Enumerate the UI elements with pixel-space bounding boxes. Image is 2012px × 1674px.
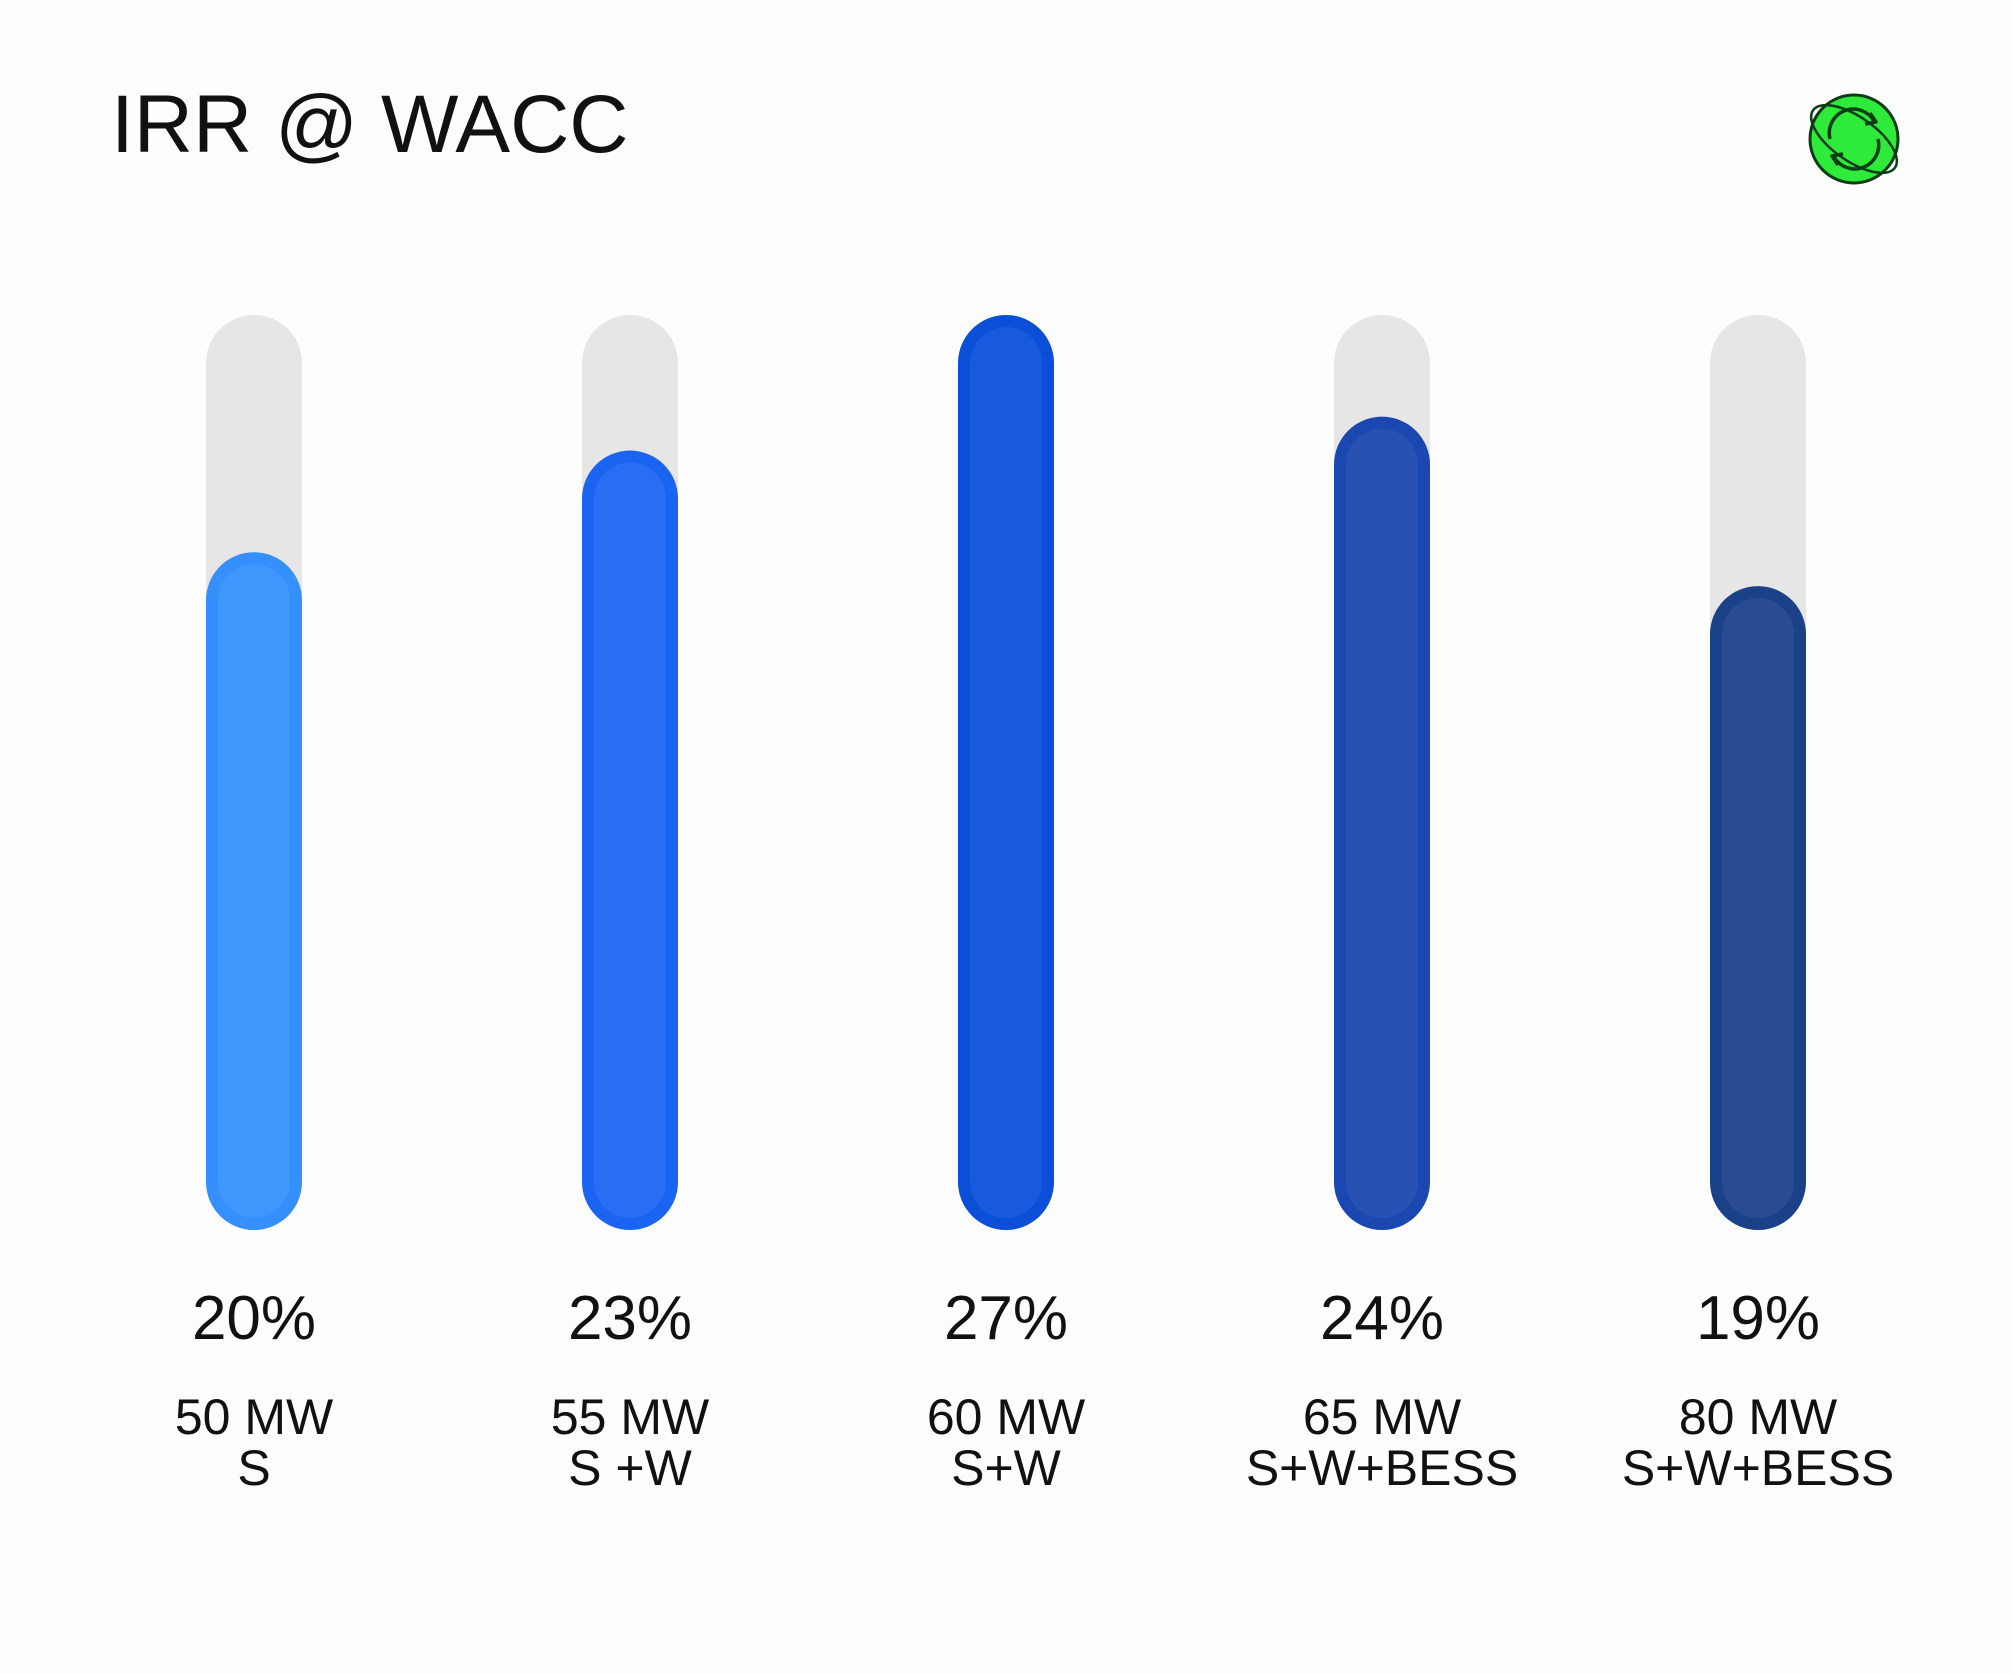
category-capacity-label: 65 MW bbox=[1302, 1389, 1462, 1445]
value-label: 24% bbox=[1319, 1284, 1445, 1353]
category-label-group: 23% 55 MW S +W bbox=[450, 1288, 810, 1494]
bar bbox=[582, 450, 678, 1230]
category-config-label: S+W+BESS bbox=[1245, 1440, 1519, 1496]
category-label-group: 20% 50 MW S bbox=[74, 1288, 434, 1494]
category-capacity-label: 50 MW bbox=[174, 1389, 334, 1445]
category-config-label: S+W+BESS bbox=[1621, 1440, 1895, 1496]
bar-highlight bbox=[1722, 598, 1794, 1218]
category-label-group: 27% 60 MW S+W bbox=[826, 1288, 1186, 1494]
bar-highlight bbox=[970, 327, 1042, 1218]
category-capacity-label: 80 MW bbox=[1678, 1389, 1838, 1445]
bar bbox=[958, 315, 1054, 1230]
category-config-label: S+W bbox=[951, 1440, 1061, 1496]
bar-highlight bbox=[1346, 428, 1418, 1219]
bar bbox=[1334, 416, 1430, 1231]
category-label-group: 19% 80 MW S+W+BESS bbox=[1578, 1288, 1938, 1494]
category-capacity-label: 60 MW bbox=[926, 1389, 1086, 1445]
globe-sync-icon bbox=[1808, 93, 1900, 185]
value-label: 19% bbox=[1695, 1284, 1821, 1353]
value-label: 27% bbox=[943, 1284, 1069, 1353]
bar-highlight bbox=[594, 462, 666, 1218]
category-label-group: 24% 65 MW S+W+BESS bbox=[1202, 1288, 1562, 1494]
bar-highlight bbox=[218, 564, 290, 1218]
category-capacity-label: 55 MW bbox=[550, 1389, 710, 1445]
value-label: 20% bbox=[191, 1284, 317, 1353]
category-config-label: S +W bbox=[568, 1440, 692, 1496]
bar bbox=[206, 552, 302, 1230]
bar bbox=[1710, 586, 1806, 1230]
chart-title: IRR @ WACC bbox=[111, 79, 629, 170]
value-label: 23% bbox=[567, 1284, 693, 1353]
category-config-label: S bbox=[237, 1440, 271, 1496]
